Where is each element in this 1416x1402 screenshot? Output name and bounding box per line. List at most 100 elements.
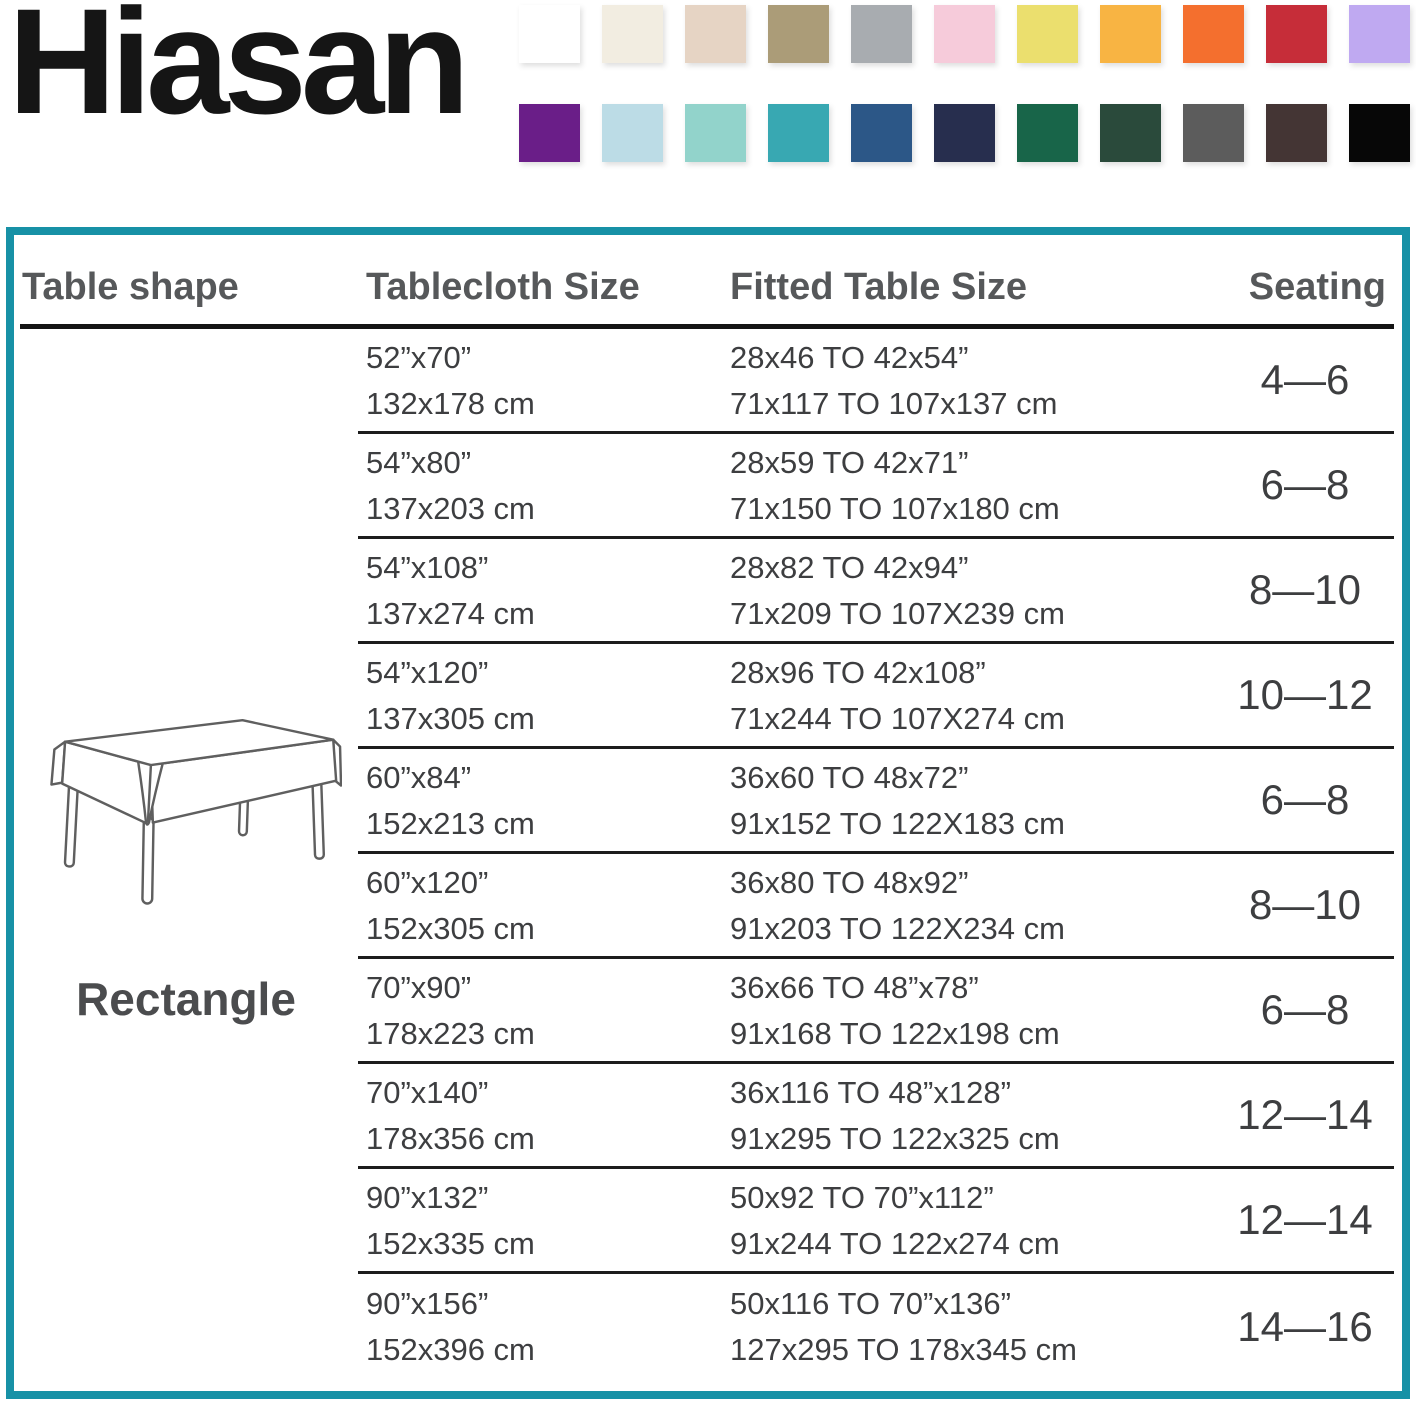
seating-capacity: 8—10 [1248, 881, 1362, 928]
color-swatch-dark-gray [1183, 104, 1244, 162]
tablecloth-size-cm: 137x274 cm [366, 595, 535, 631]
color-swatch-teal [768, 104, 829, 162]
tablecloth-size-cell: 54”x108” 137x274 cm [366, 539, 730, 641]
table-row: 70”x140” 178x356 cm 36x116 TO 48”x128” 9… [358, 1064, 1394, 1169]
seating-capacity: 14—16 [1237, 1302, 1373, 1350]
color-swatch-beige [685, 5, 746, 63]
color-swatch-white [519, 5, 580, 63]
table-row: 60”x120” 152x305 cm 36x80 TO 48x92” 91x2… [358, 854, 1394, 959]
color-swatch-navy-blue [851, 104, 912, 162]
seating-capacity: 12—14 [1237, 1091, 1373, 1138]
seating-capacity: 12—14 [1237, 1196, 1373, 1243]
fitted-size-cell: 28x82 TO 42x94” 71x209 TO 107X239 cm [730, 539, 1226, 641]
tablecloth-size-cell: 60”x120” 152x305 cm [366, 854, 730, 956]
tablecloth-size-inches: 54”x80” [366, 444, 472, 480]
color-swatch-gray [851, 5, 912, 63]
table-row: 52”x70” 132x178 cm 28x46 TO 42x54” 71x11… [358, 329, 1394, 434]
fitted-size-cm: 127x295 TO 178x345 cm [730, 1332, 1077, 1367]
fitted-size-inches: 28x82 TO 42x94” [730, 549, 969, 585]
color-swatch-purple [519, 104, 580, 162]
tablecloth-size-inches: 54”x120” [366, 654, 489, 690]
color-swatch-light-blue [602, 104, 663, 162]
tablecloth-size-cell: 70”x140” 178x356 cm [366, 1064, 730, 1166]
rectangle-table-icon [50, 719, 342, 905]
fitted-size-cm: 91x244 TO 122x274 cm [730, 1225, 1060, 1261]
brand-logo: Hiasan [8, 0, 470, 145]
fitted-size-cell: 28x96 TO 42x108” 71x244 TO 107X274 cm [730, 644, 1226, 746]
color-swatch-green [1017, 104, 1078, 162]
seating-capacity: 6—8 [1260, 986, 1350, 1033]
seating-capacity: 6—8 [1260, 461, 1350, 508]
fitted-size-inches: 28x59 TO 42x71” [730, 444, 969, 480]
header-tablecloth-size: Tablecloth Size [366, 266, 640, 308]
size-chart-header: Table shape Tablecloth Size Fitted Table… [14, 235, 1402, 309]
tablecloth-size-inches: 60”x120” [366, 864, 489, 900]
tablecloth-size-cm: 178x223 cm [366, 1015, 535, 1051]
color-swatch-yellow [1017, 5, 1078, 63]
swatch-row [519, 104, 1410, 162]
table-row: 54”x80” 137x203 cm 28x59 TO 42x71” 71x15… [358, 434, 1394, 539]
fitted-size-cm: 71x244 TO 107X274 cm [730, 700, 1065, 736]
color-swatch-pink [934, 5, 995, 63]
tablecloth-size-cm: 137x203 cm [366, 490, 535, 526]
fitted-size-inches: 36x66 TO 48”x78” [730, 969, 979, 1005]
color-swatch-forest-green [1100, 104, 1161, 162]
tablecloth-size-inches: 70”x90” [366, 969, 472, 1005]
table-shape-label: Rectangle [76, 973, 296, 1025]
tablecloth-size-inches: 90”x156” [366, 1286, 489, 1321]
fitted-size-cm: 71x209 TO 107X239 cm [730, 595, 1065, 631]
tablecloth-size-inches: 54”x108” [366, 549, 489, 585]
header-seating: Seating [1248, 266, 1386, 308]
color-swatch-aqua [685, 104, 746, 162]
tablecloth-size-cell: 60”x84” 152x213 cm [366, 749, 730, 851]
tablecloth-size-cm: 178x356 cm [366, 1120, 535, 1156]
fitted-size-cm: 71x117 TO 107x137 cm [730, 385, 1058, 421]
table-row: 90”x132” 152x335 cm 50x92 TO 70”x112” 91… [358, 1169, 1394, 1274]
swatch-row [519, 5, 1410, 63]
tablecloth-size-inches: 60”x84” [366, 759, 472, 795]
tablecloth-size-cm: 137x305 cm [366, 700, 535, 736]
color-swatch-lavender [1349, 5, 1410, 63]
tablecloth-size-cell: 70”x90” 178x223 cm [366, 959, 730, 1061]
header-fitted-size: Fitted Table Size [730, 266, 1028, 308]
tablecloth-size-cell: 90”x132” 152x335 cm [366, 1169, 730, 1271]
tablecloth-size-cm: 152x335 cm [366, 1225, 535, 1261]
seating-capacity: 6—8 [1260, 776, 1350, 823]
tablecloth-size-cm: 152x305 cm [366, 910, 535, 946]
tablecloth-size-cell: 52”x70” 132x178 cm [366, 329, 730, 431]
color-swatch-dark-navy [934, 104, 995, 162]
table-row: 54”x108” 137x274 cm 28x82 TO 42x94” 71x2… [358, 539, 1394, 644]
color-swatch-grid [519, 5, 1410, 162]
fitted-size-cm: 71x150 TO 107x180 cm [730, 490, 1060, 526]
tablecloth-size-inches: 90”x132” [366, 1179, 489, 1215]
fitted-size-inches: 28x96 TO 42x108” [730, 654, 986, 690]
color-swatch-brown [1266, 104, 1327, 162]
fitted-size-cell: 36x60 TO 48x72” 91x152 TO 122X183 cm [730, 749, 1226, 851]
fitted-size-cm: 91x168 TO 122x198 cm [730, 1015, 1060, 1051]
fitted-size-inches: 36x60 TO 48x72” [730, 759, 969, 795]
table-row: 54”x120” 137x305 cm 28x96 TO 42x108” 71x… [358, 644, 1394, 749]
tablecloth-size-cell: 54”x120” 137x305 cm [366, 644, 730, 746]
fitted-size-cm: 91x295 TO 122x325 cm [730, 1120, 1060, 1156]
color-swatch-gold [1100, 5, 1161, 63]
table-row: 90”x156” 152x396 cm 50x116 TO 70”x136” 1… [358, 1274, 1394, 1379]
size-chart-body: Rectangle 52”x70” 132x178 cm 28x46 TO 42… [14, 329, 1402, 1391]
seating-capacity: 8—10 [1248, 566, 1362, 613]
size-rows: 52”x70” 132x178 cm 28x46 TO 42x54” 71x11… [358, 329, 1402, 1391]
fitted-size-inches: 28x46 TO 42x54” [730, 339, 969, 375]
header-table-shape: Table shape [22, 266, 239, 308]
fitted-size-inches: 36x116 TO 48”x128” [730, 1074, 1011, 1110]
seating-capacity: 10—12 [1237, 671, 1373, 718]
table-shape-column: Rectangle [14, 329, 358, 1391]
seating-capacity: 4—6 [1260, 356, 1350, 403]
tablecloth-size-cell: 54”x80” 137x203 cm [366, 434, 730, 536]
tablecloth-size-inches: 70”x140” [366, 1074, 489, 1110]
fitted-size-cell: 28x46 TO 42x54” 71x117 TO 107x137 cm [730, 329, 1226, 431]
fitted-size-cell: 36x80 TO 48x92” 91x203 TO 122X234 cm [730, 854, 1226, 956]
color-swatch-khaki [768, 5, 829, 63]
table-row: 60”x84” 152x213 cm 36x60 TO 48x72” 91x15… [358, 749, 1394, 854]
tablecloth-size-cm: 152x213 cm [366, 805, 535, 841]
tablecloth-size-cm: 132x178 cm [366, 385, 535, 421]
tablecloth-size-cell: 90”x156” 152x396 cm [366, 1274, 730, 1379]
tablecloth-size-inches: 52”x70” [366, 339, 472, 375]
